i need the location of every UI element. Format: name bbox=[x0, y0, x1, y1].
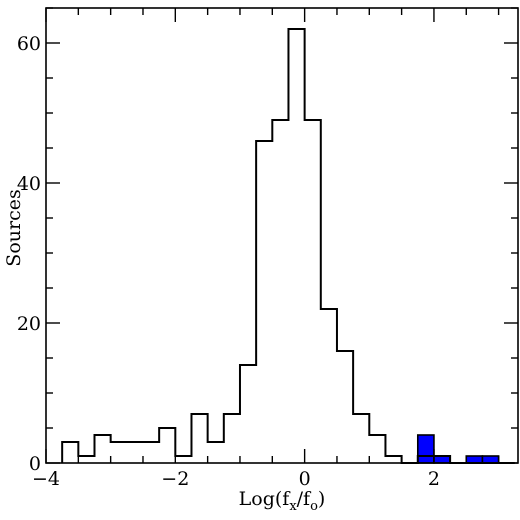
x-tick-label: 0 bbox=[299, 468, 311, 490]
x-tick-label: −4 bbox=[32, 468, 60, 490]
x-axis-label: Log(fx/fo) bbox=[239, 488, 326, 514]
y-tick-label: 40 bbox=[17, 173, 41, 195]
filled-bars bbox=[416, 434, 500, 464]
x-tick-label: −2 bbox=[161, 468, 189, 490]
filled-bar bbox=[481, 455, 500, 464]
filled-bar bbox=[433, 455, 451, 464]
filled-bar bbox=[465, 455, 484, 464]
y-tick-label: 20 bbox=[17, 313, 41, 335]
plot-frame bbox=[45, 7, 519, 464]
step-outline bbox=[61, 28, 515, 464]
y-tick-label: 60 bbox=[17, 33, 41, 55]
y-tick-label: 0 bbox=[29, 453, 41, 475]
axis-ticks bbox=[45, 7, 518, 464]
step-line bbox=[61, 28, 515, 464]
filled-bar bbox=[416, 434, 435, 464]
x-tick-label: 2 bbox=[428, 468, 440, 490]
y-axis-label: Sources bbox=[3, 189, 25, 266]
